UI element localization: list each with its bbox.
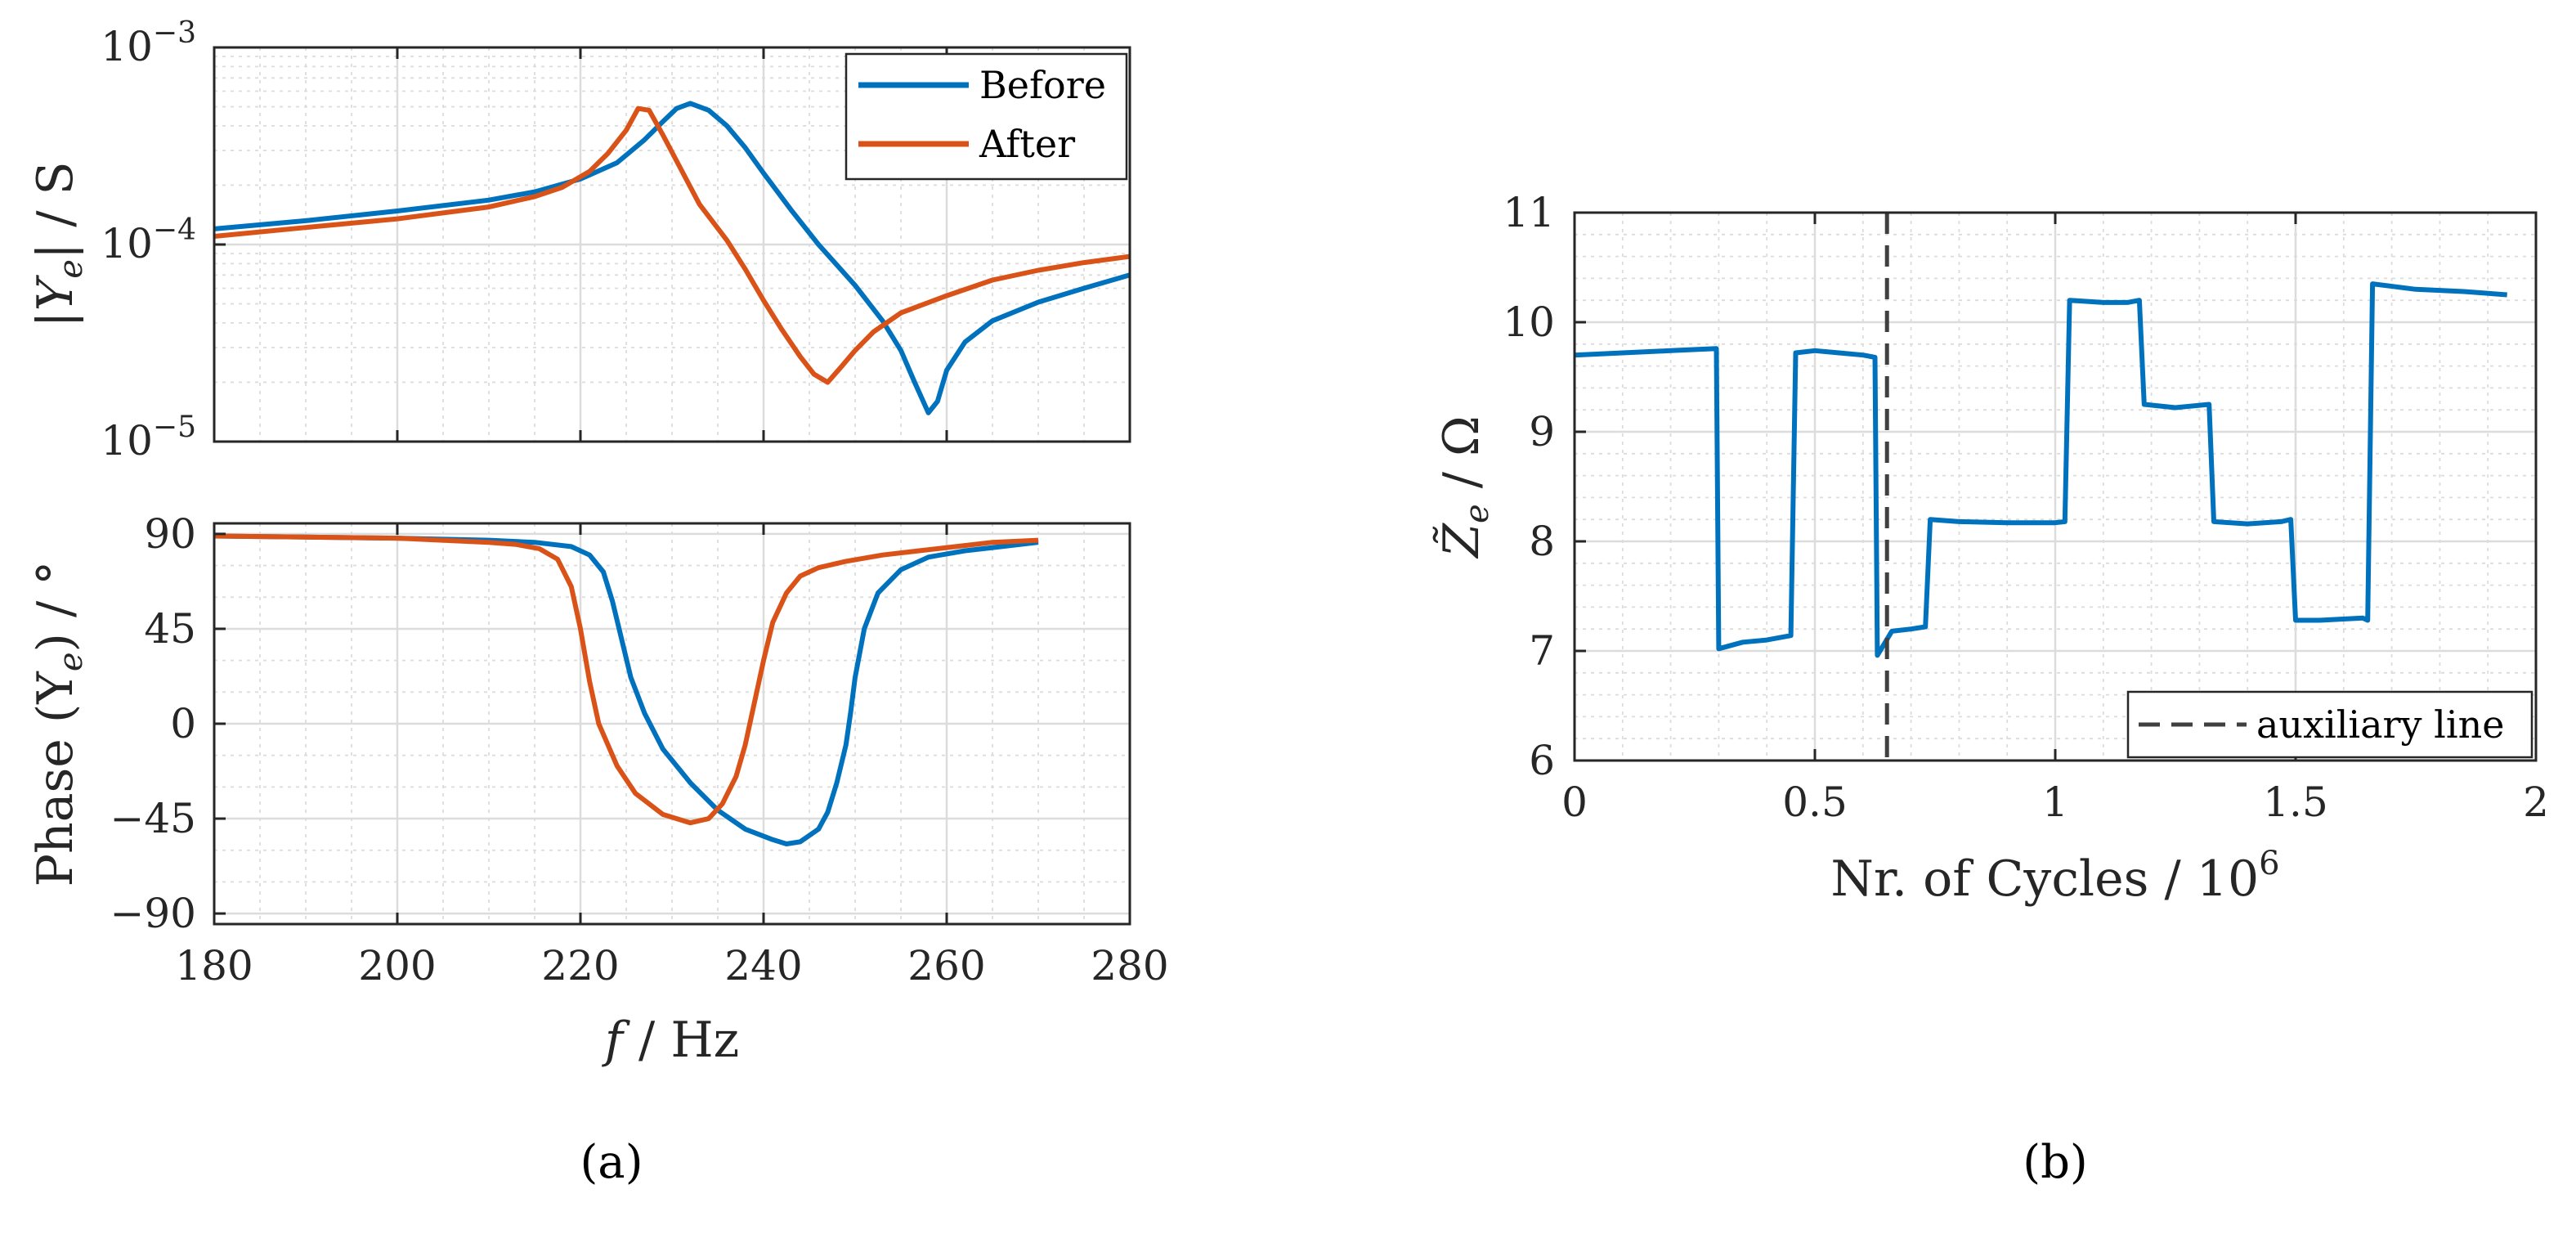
legend-box: [2126, 690, 2533, 759]
magnitude-ylabel-main: |Y: [27, 274, 84, 327]
phase-xtick-labels: 180 200 220 240 260 280: [175, 942, 1168, 989]
y-tick-label: 10: [1503, 298, 1555, 346]
magnitude-ytick-labels: 10−310−410−5: [101, 16, 196, 464]
impedance-ylabel-main: Z̃: [1432, 523, 1490, 559]
impedance-ylabel-rest: / Ω: [1433, 415, 1490, 504]
y-tick-label-exp: −3: [153, 16, 196, 50]
y-tick-label-base: 10: [101, 417, 153, 464]
phase-ylabel-main: Phase (Y: [27, 671, 84, 887]
phase-xlabel: f / Hz: [602, 1012, 740, 1069]
magnitude-ylabel-rest: | / S: [27, 161, 84, 259]
y-tick-label: −45: [110, 795, 196, 842]
impedance-ylabel: Z̃e / Ω: [1432, 415, 1496, 559]
y-tick-label: 0: [170, 700, 196, 747]
y-tick-label: −90: [110, 890, 196, 937]
impedance-xlabel-base: Nr. of Cycles / 10: [1830, 850, 2259, 908]
x-tick-label: 260: [907, 942, 985, 989]
panel-label-a: (a): [580, 1136, 643, 1189]
series-line-after: [214, 105, 1130, 385]
y-tick-label: 8: [1529, 518, 1555, 565]
magnitude-series: [214, 101, 1130, 415]
y-tick-label: 45: [144, 605, 196, 653]
x-tick-label: 280: [1091, 942, 1168, 989]
phase-ylabel-sub: e: [52, 652, 90, 671]
legend-box: [844, 52, 1128, 181]
y-tick-label: 10−3: [101, 16, 196, 70]
magnitude-legend: Before After: [844, 52, 1128, 181]
phase-ylabel: Phase (Ye) / °: [27, 561, 90, 887]
magnitude-ylabel-sub: e: [52, 259, 90, 279]
y-tick-label-base: 10: [101, 23, 153, 70]
series-line-after: [214, 533, 1039, 826]
phase-grid: [213, 523, 1131, 924]
panel-label-b: (b): [2023, 1136, 2088, 1189]
phase-series: [214, 533, 1039, 846]
impedance-ylabel-sub: e: [1458, 504, 1496, 523]
legend-before-label: Before: [979, 63, 1106, 107]
y-tick-label-exp: −5: [153, 411, 196, 444]
y-tick-label-base: 10: [101, 220, 153, 267]
x-tick-label: 0.5: [1782, 779, 1848, 826]
impedance-legend: auxiliary line: [2126, 690, 2533, 759]
phase-ticks: [213, 523, 1131, 924]
impedance-ticks: [1573, 211, 2538, 762]
legend-after-label: After: [979, 122, 1075, 166]
y-tick-label: 7: [1529, 627, 1555, 675]
impedance-xlabel: Nr. of Cycles / 106: [1830, 845, 2279, 908]
x-tick-label: 200: [358, 942, 436, 989]
series-line-before: [214, 533, 1039, 846]
x-tick-label: 1: [2042, 779, 2068, 826]
phase-ylabel-rest: ) / °: [27, 561, 84, 653]
x-tick-label: 1.5: [2263, 779, 2328, 826]
x-tick-label: 220: [541, 942, 619, 989]
y-tick-label: 10−5: [101, 411, 196, 464]
phase-xlabel-unit: / Hz: [623, 1012, 739, 1069]
phase-chart: 90 45 0 −45 −90 180 200 220 240 260 280 Phase (Ye…: [27, 510, 1169, 1069]
y-tick-label: 10−4: [101, 213, 196, 267]
impedance-xtick-labels: 0 0.5 1 1.5 2: [1561, 779, 2549, 826]
x-tick-label: 240: [724, 942, 802, 989]
x-tick-label: 0: [1561, 779, 1588, 826]
series-line-impedance: [1575, 281, 2507, 658]
y-tick-label-exp: −4: [153, 213, 196, 247]
x-tick-label: 180: [175, 942, 253, 989]
impedance-series: [1575, 281, 2507, 658]
impedance-chart: 6 7 8 9 10 11 0 0.5 1 1.5 2 Z̃e / Ω Nr. of Cycles…: [1432, 189, 2549, 908]
y-tick-label: 11: [1503, 189, 1555, 236]
y-tick-label: 90: [144, 510, 196, 558]
magnitude-ylabel: |Ye| / S: [27, 161, 90, 327]
legend-aux-label: auxiliary line: [2256, 702, 2504, 747]
x-tick-label: 2: [2523, 779, 2549, 826]
y-tick-label: 9: [1529, 408, 1555, 455]
phase-ytick-labels: 90 45 0 −45 −90: [110, 510, 196, 937]
impedance-ytick-labels: 6 7 8 9 10 11: [1503, 189, 1555, 784]
impedance-xlabel-exp: 6: [2259, 845, 2279, 882]
y-tick-label: 6: [1529, 737, 1555, 784]
magnitude-chart: 10−310−410−5 |Ye| / S Before After: [27, 16, 1131, 464]
